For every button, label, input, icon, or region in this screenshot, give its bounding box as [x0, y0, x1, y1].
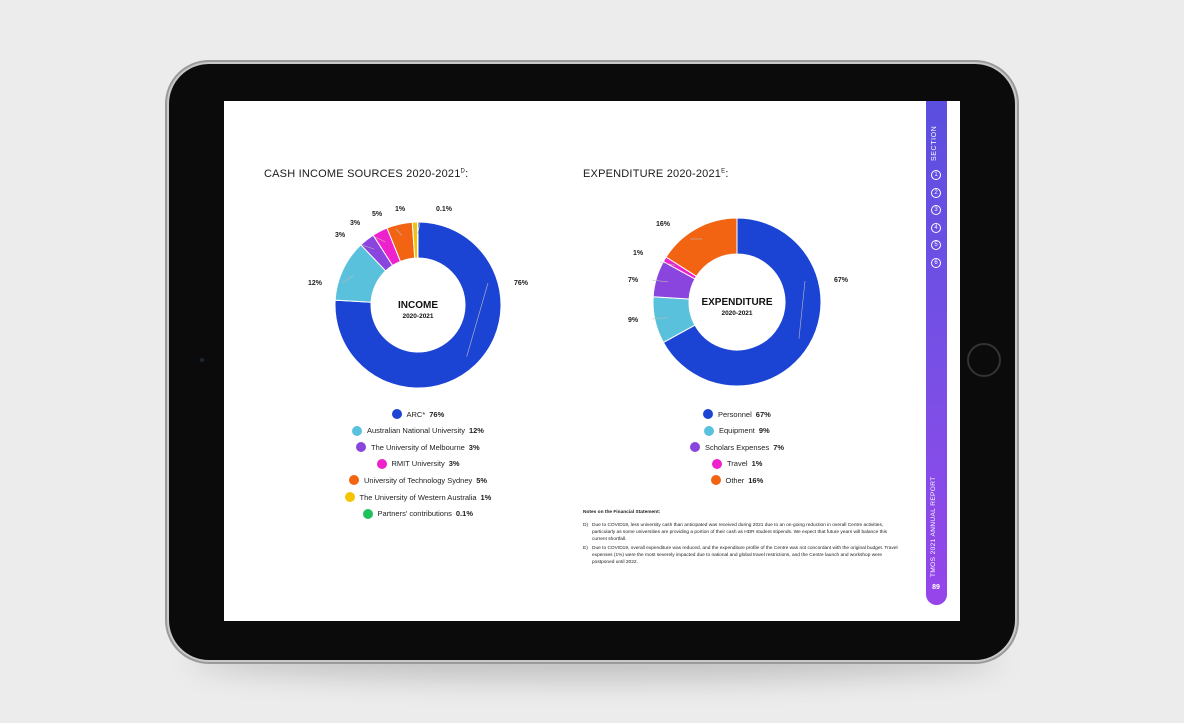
section-link-3[interactable]: 3: [931, 205, 941, 216]
income-legend-label: University of Technology Sydney: [364, 475, 473, 485]
income-legend-item: University of Technology Sydney 5%: [349, 475, 488, 486]
exp-legend-item: Travel 1%: [712, 458, 763, 469]
income-legend-label: Australian National University: [367, 426, 465, 436]
income-legend-label: The University of Melbourne: [371, 442, 465, 452]
income-legend-item: Partners' contributions 0.1%: [362, 508, 473, 519]
exp-leader-line: [659, 261, 676, 266]
exp-legend-value: 9%: [758, 426, 770, 436]
exp-slice: [662, 217, 822, 387]
income-legend-label: RMIT University: [391, 459, 445, 469]
notes-heading: Notes on the Financial Statement:: [583, 510, 661, 515]
income-legend-value: 0.1%: [455, 509, 473, 519]
exp-leader-line: [798, 280, 806, 339]
income-legend-value: 5%: [476, 475, 488, 485]
income-legend-item: The University of Melbourne 3%: [356, 442, 480, 453]
income-leader-line: [466, 282, 489, 357]
income-chart-title: CASH INCOME SOURCES 2020-2021D:: [264, 168, 469, 180]
income-legend-item: The University of Western Australia 1%: [344, 492, 492, 502]
income-legend-item: Australian National University 12%: [352, 425, 484, 436]
section-link-4[interactable]: 4: [931, 222, 941, 233]
income-legend-item: RMIT University 3%: [376, 458, 460, 469]
income-data-label: 3%: [335, 232, 346, 239]
note-item: D) Due to COVID19, less university cash t…: [583, 523, 888, 542]
exp-legend-label: Travel: [727, 459, 748, 469]
income-legend-swatch: [349, 475, 359, 486]
camera-icon: [200, 358, 204, 362]
exp-slice: [665, 217, 738, 277]
exp-legend-item: Scholars Expenses 7%: [690, 442, 785, 453]
income-leader-line: [412, 224, 416, 235]
page-number: 89: [932, 584, 940, 591]
section-link-2[interactable]: 2: [931, 187, 941, 198]
income-legend-swatch: [391, 409, 402, 419]
income-legend-swatch: [344, 492, 355, 502]
income-slice: [416, 221, 419, 259]
income-leader-line: [417, 222, 421, 235]
income-slice: [334, 221, 502, 389]
income-data-label: 3%: [350, 220, 361, 227]
exp-data-label: 9%: [628, 317, 639, 324]
section-link-5[interactable]: 5: [931, 240, 941, 251]
income-legend-value: 1%: [480, 492, 492, 502]
exp-data-label: 7%: [628, 277, 639, 284]
income-legend-value: 3%: [448, 459, 460, 469]
note-item: E) Due to COVID19, overall expenditure wa…: [583, 546, 898, 565]
exp-legend-swatch: [704, 425, 714, 436]
exp-legend-swatch: [703, 409, 713, 419]
exp-legend-swatch: [712, 458, 722, 469]
income-legend-label: Partners' contributions: [377, 509, 452, 519]
income-legend-swatch: [376, 458, 387, 469]
exp-legend-item: Equipment 9%: [704, 425, 770, 436]
exp-data-label: 1%: [633, 250, 644, 257]
income-leader-line: [395, 228, 403, 237]
section-link-6[interactable]: 6: [931, 258, 941, 268]
exp-legend-label: Scholars Expenses: [705, 442, 770, 452]
exp-legend-value: 67%: [755, 409, 771, 419]
income-data-label: 76%: [514, 280, 529, 287]
income-data-label: 5%: [372, 211, 383, 218]
income-legend-swatch: [356, 442, 366, 453]
exp-leader-line: [651, 317, 667, 320]
exp-data-label: 16%: [656, 221, 671, 228]
income-legend-label: The University of Western Australia: [359, 492, 477, 502]
exp-legend-swatch: [690, 442, 700, 453]
income-legend-label: ARC*: [406, 409, 426, 419]
exp-legend-value: 7%: [773, 442, 785, 452]
exp-legend-label: Equipment: [719, 426, 755, 436]
exp-legend-item: Other 16%: [710, 475, 764, 486]
income-legend-value: 76%: [429, 409, 445, 419]
income-center-title: INCOME: [398, 300, 438, 311]
income-leader-line: [361, 244, 375, 250]
income-legend-item: ARC* 76%: [391, 409, 445, 419]
home-button[interactable]: [967, 343, 1001, 377]
report-page: [224, 101, 960, 621]
income-legend-swatch: [362, 508, 373, 519]
income-data-label: 1%: [395, 206, 406, 213]
income-leader-line: [342, 274, 354, 284]
income-center-subtitle: 2020-2021: [402, 313, 433, 320]
exp-center-subtitle: 2020-2021: [721, 310, 752, 317]
income-data-label: 12%: [308, 280, 323, 287]
exp-legend-value: 16%: [748, 475, 764, 485]
exp-leader-line: [651, 279, 668, 283]
exp-legend-swatch: [710, 475, 721, 486]
exp-center-title: EXPENDITURE: [701, 297, 772, 308]
income-legend-value: 12%: [468, 426, 484, 436]
income-legend-value: 3%: [468, 442, 480, 452]
financial-notes: Notes on the Financial Statement: D) Due …: [583, 509, 903, 568]
income-legend-swatch: [352, 425, 362, 436]
exp-legend-item: Personnel 67%: [703, 409, 771, 419]
income-data-label: 0.1%: [436, 206, 453, 213]
exp-legend-label: Other: [725, 475, 745, 485]
section-link-1[interactable]: 1: [931, 170, 941, 180]
exp-legend-label: Personnel: [718, 409, 752, 419]
expenditure-chart-title: EXPENDITURE 2020-2021E:: [583, 168, 729, 180]
exp-legend-value: 1%: [751, 459, 763, 469]
exp-data-label: 67%: [834, 277, 849, 284]
income-leader-line: [374, 236, 386, 243]
